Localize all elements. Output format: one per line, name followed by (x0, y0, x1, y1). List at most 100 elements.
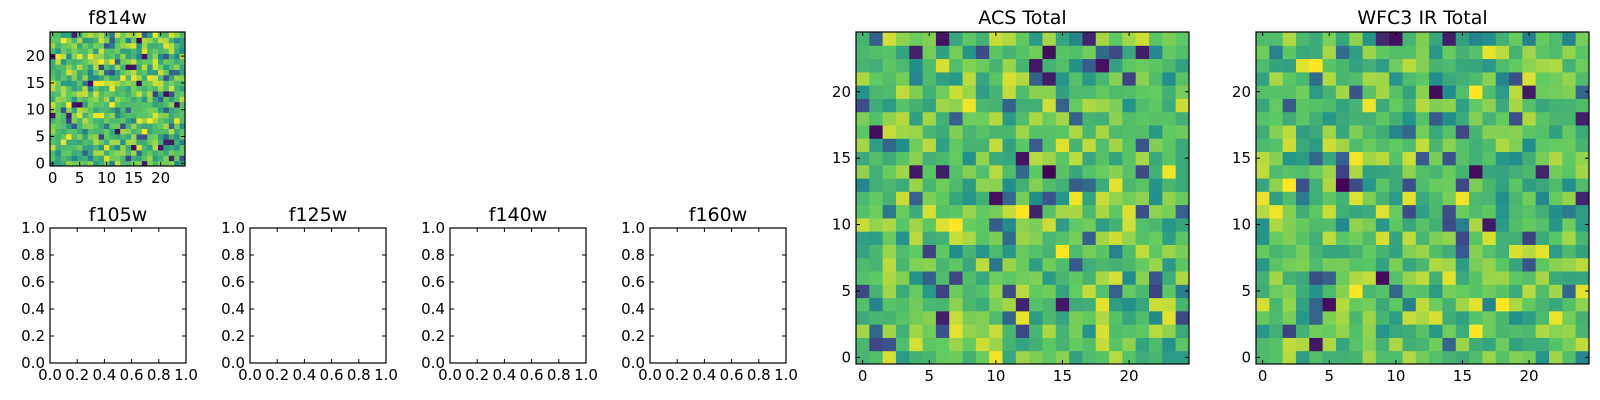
heatmap-cell (1135, 164, 1150, 179)
heatmap-cell (1269, 98, 1284, 113)
heatmap-cell (66, 48, 73, 54)
heatmap-cell (1522, 284, 1537, 299)
y-tick-label: 0.6 (21, 273, 45, 291)
heatmap-cell (1256, 98, 1270, 113)
heatmap-cell (1029, 324, 1043, 338)
heatmap-cell (1055, 32, 1070, 46)
heatmap-cell (125, 117, 132, 124)
heatmap-cell (1015, 204, 1030, 219)
heatmap-cell (1482, 58, 1497, 73)
heatmap-cell (1522, 217, 1537, 232)
heatmap-cell (147, 32, 154, 38)
heatmap-cell (1455, 98, 1470, 113)
heatmap-cell (1575, 244, 1590, 259)
heatmap-cell (1349, 85, 1364, 99)
heatmap-cell (1269, 257, 1284, 272)
heatmap-cell (60, 107, 67, 113)
heatmap-cell (104, 117, 110, 124)
heatmap-cell (1349, 231, 1364, 245)
heatmap-cell (856, 71, 870, 86)
heatmap-cell (163, 69, 170, 76)
heatmap-cell (1429, 71, 1443, 86)
heatmap-cell (1309, 244, 1324, 259)
heatmap-cell (922, 204, 937, 219)
heatmap-cell (179, 58, 186, 65)
heatmap-cell (922, 45, 937, 60)
heatmap-cell (895, 85, 910, 99)
heatmap-cell (1549, 297, 1563, 312)
heatmap-cell (141, 149, 148, 156)
heatmap-cell (147, 112, 154, 119)
heatmap-cell (1389, 138, 1404, 153)
heatmap-cell (1362, 310, 1377, 325)
heatmap-cell (1029, 350, 1043, 365)
heatmap-cell (120, 80, 127, 87)
x-tick-label: 1.0 (574, 366, 598, 384)
heatmap-cell (93, 160, 100, 167)
heatmap-cell (1469, 178, 1483, 192)
heatmap-cell (168, 112, 175, 119)
heatmap-cell (98, 123, 105, 129)
heatmap-cell (158, 133, 164, 140)
heatmap-cell (1282, 324, 1297, 338)
heatmap-cell (1535, 85, 1550, 99)
heatmap-cell (882, 204, 897, 219)
heatmap-cell (1402, 310, 1417, 325)
heatmap-cell (1562, 164, 1577, 179)
x-tick-label: 0.0 (438, 366, 462, 384)
heatmap-cell (1042, 271, 1057, 285)
heatmap-cell (1055, 45, 1070, 60)
heatmap-cell (1562, 191, 1577, 206)
axes-frame-f814w (49, 31, 186, 167)
heatmap-cell (1322, 244, 1337, 259)
heatmap-cell (1415, 71, 1430, 86)
heatmap-cell (1549, 324, 1563, 338)
heatmap-cell (1055, 124, 1070, 139)
heatmap-cell (163, 96, 170, 103)
heatmap-cell (98, 37, 105, 44)
heatmap-cell (856, 297, 870, 312)
heatmap-cell (1362, 85, 1377, 99)
heatmap-cell (1175, 284, 1190, 299)
heatmap-cell (82, 112, 89, 119)
heatmap-cell (1082, 138, 1097, 153)
heatmap-cell (1122, 271, 1137, 285)
heatmap-cell (147, 123, 154, 129)
heatmap-cell (77, 53, 83, 60)
heatmap-cell (1109, 98, 1123, 113)
heatmap-cell (1335, 217, 1350, 232)
heatmap-cell (1335, 204, 1350, 219)
heatmap-cell (1122, 124, 1137, 139)
x-tick-label: 15 (124, 169, 143, 187)
heatmap-cell (1309, 45, 1324, 60)
y-tick-label: 0.2 (21, 327, 45, 345)
heatmap-cell (77, 69, 83, 76)
heatmap-cell (168, 144, 175, 151)
heatmap-cell (856, 350, 870, 365)
heatmap-cell (1402, 244, 1417, 259)
heatmap-cell (1095, 178, 1110, 192)
heatmap-cell (1256, 244, 1270, 259)
heatmap-cell (141, 85, 148, 92)
heatmap-cell (1069, 297, 1083, 312)
heatmap-cell (82, 160, 89, 167)
heatmap-cell (1175, 217, 1190, 232)
heatmap-cell (1082, 231, 1097, 245)
heatmap-cell (1069, 71, 1083, 86)
heatmap-cell (1122, 45, 1137, 60)
heatmap-cell (1122, 231, 1137, 245)
heatmap-cell (1375, 138, 1390, 153)
heatmap-cell (1042, 151, 1057, 166)
heatmap-cell (147, 117, 154, 124)
heatmap-cell (1109, 271, 1123, 285)
heatmap-cell (1095, 244, 1110, 259)
heatmap-cell (1295, 32, 1310, 46)
heatmap-cell (152, 48, 159, 54)
heatmap-cell (949, 138, 964, 153)
heatmap-cell (1455, 324, 1470, 338)
heatmap-cell (1415, 111, 1430, 126)
heatmap-cell (82, 107, 89, 113)
heatmap-cell (1389, 45, 1404, 60)
heatmap-cell (158, 48, 164, 54)
heatmap-cell (1522, 58, 1537, 73)
